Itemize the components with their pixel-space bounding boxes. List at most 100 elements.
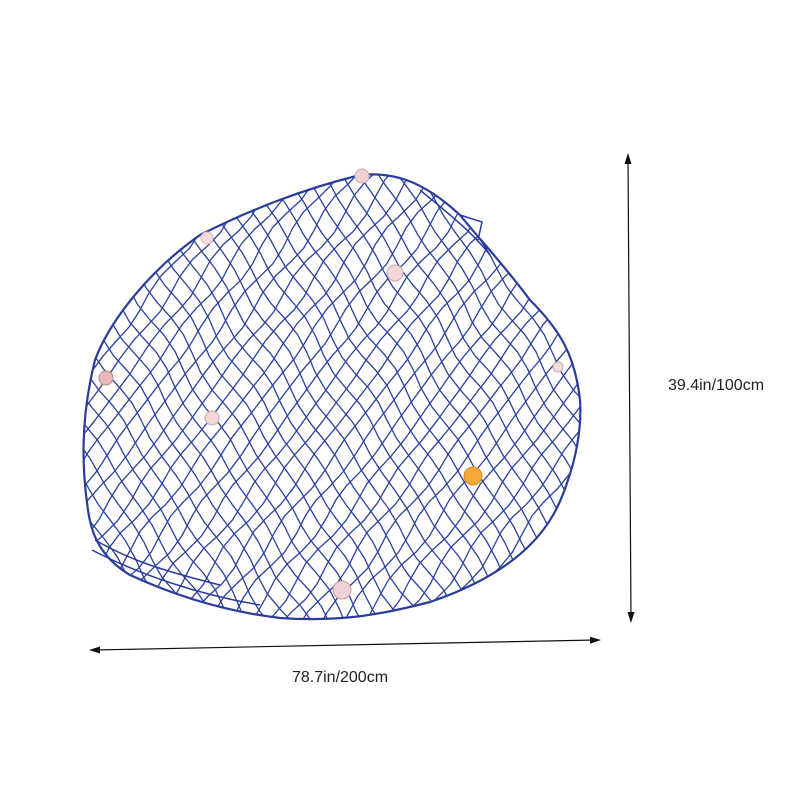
net-gathered-edge <box>91 189 491 606</box>
fishing-net <box>0 148 800 800</box>
width-label: 78.7in/200cm <box>292 669 388 686</box>
net-strand <box>83 174 263 620</box>
net-strand <box>0 153 27 800</box>
net-strand <box>555 174 581 620</box>
net-strand <box>534 174 581 620</box>
net-strand <box>348 174 581 620</box>
float <box>200 231 214 245</box>
net-strand <box>116 174 556 620</box>
net-strand <box>83 174 527 620</box>
net-rim <box>82 173 582 621</box>
net-strand <box>83 174 297 620</box>
net-strand <box>689 148 800 789</box>
net-strand <box>652 152 800 792</box>
net-strand <box>141 174 581 620</box>
float <box>98 370 114 386</box>
net-strand <box>213 174 581 620</box>
net-strand <box>628 150 800 800</box>
net-strand <box>783 152 800 800</box>
net-strand <box>83 174 490 620</box>
net-strand <box>707 148 800 800</box>
net-strand <box>0 151 45 800</box>
net-strand <box>618 150 800 789</box>
net-strand <box>609 148 800 800</box>
net-strand <box>274 174 581 620</box>
net-strand <box>83 174 149 620</box>
net-strand <box>265 174 581 620</box>
net-strand <box>83 174 166 620</box>
net-strand <box>362 174 581 620</box>
net-strand <box>83 174 442 620</box>
net-strand <box>83 174 256 620</box>
net-strand <box>0 149 61 800</box>
net-strand <box>308 174 581 620</box>
net-strand <box>477 174 581 620</box>
net-strand <box>83 174 195 620</box>
net-strand <box>327 174 581 620</box>
net-strand <box>83 174 87 620</box>
net-strand <box>494 174 581 620</box>
net-strand <box>83 174 370 620</box>
net-strand <box>83 174 177 620</box>
net-strand <box>83 174 107 620</box>
net-strand <box>83 174 281 620</box>
net-strand <box>99 174 538 620</box>
net-strand <box>0 152 67 793</box>
net-strand <box>152 174 581 620</box>
net-strand <box>194 174 581 620</box>
net-strand <box>248 174 581 620</box>
net-strand <box>767 153 800 793</box>
net-strand <box>346 174 581 620</box>
net-strand <box>555 174 581 620</box>
floats <box>98 168 564 600</box>
net-strand <box>100 174 581 620</box>
net-strand <box>0 148 80 800</box>
net-strand <box>83 174 389 620</box>
net-strand <box>731 149 800 788</box>
net-strand <box>83 174 469 620</box>
net-strand <box>83 174 355 620</box>
net-strand <box>83 174 315 620</box>
net-strand <box>380 174 581 620</box>
net-strand <box>399 174 581 620</box>
net-strand <box>648 152 800 800</box>
net-strand <box>784 151 800 792</box>
net-strand <box>231 174 581 620</box>
net-strand <box>83 174 143 620</box>
net-strand <box>537 174 581 620</box>
net-strand <box>761 152 800 800</box>
net-strand <box>83 174 423 620</box>
height-arrow <box>624 153 635 623</box>
net-strand <box>502 174 581 620</box>
float <box>552 361 564 373</box>
net-strand <box>194 174 581 620</box>
net-strand <box>83 174 395 620</box>
net-strand <box>286 174 581 620</box>
net-strand <box>83 174 406 620</box>
net-strand <box>83 174 160 620</box>
net-strand <box>83 174 509 620</box>
net-strand <box>83 174 543 620</box>
net-strand <box>669 152 800 800</box>
net-strand <box>121 174 581 620</box>
net-strand <box>83 174 309 620</box>
net-strand <box>750 151 800 790</box>
float <box>386 264 404 282</box>
float <box>354 168 370 184</box>
net-strand <box>83 174 484 620</box>
net-strand <box>461 174 581 620</box>
float <box>332 580 352 600</box>
net-strand <box>83 174 376 620</box>
height-label: 39.4in/100cm <box>668 377 764 394</box>
float <box>204 410 220 426</box>
net-strand <box>636 152 800 791</box>
net-strand <box>172 174 581 620</box>
net-strand <box>441 174 581 620</box>
net-strand <box>307 174 581 620</box>
net-strand <box>0 152 8 800</box>
net-strand <box>690 150 800 800</box>
net-strand <box>742 150 800 800</box>
